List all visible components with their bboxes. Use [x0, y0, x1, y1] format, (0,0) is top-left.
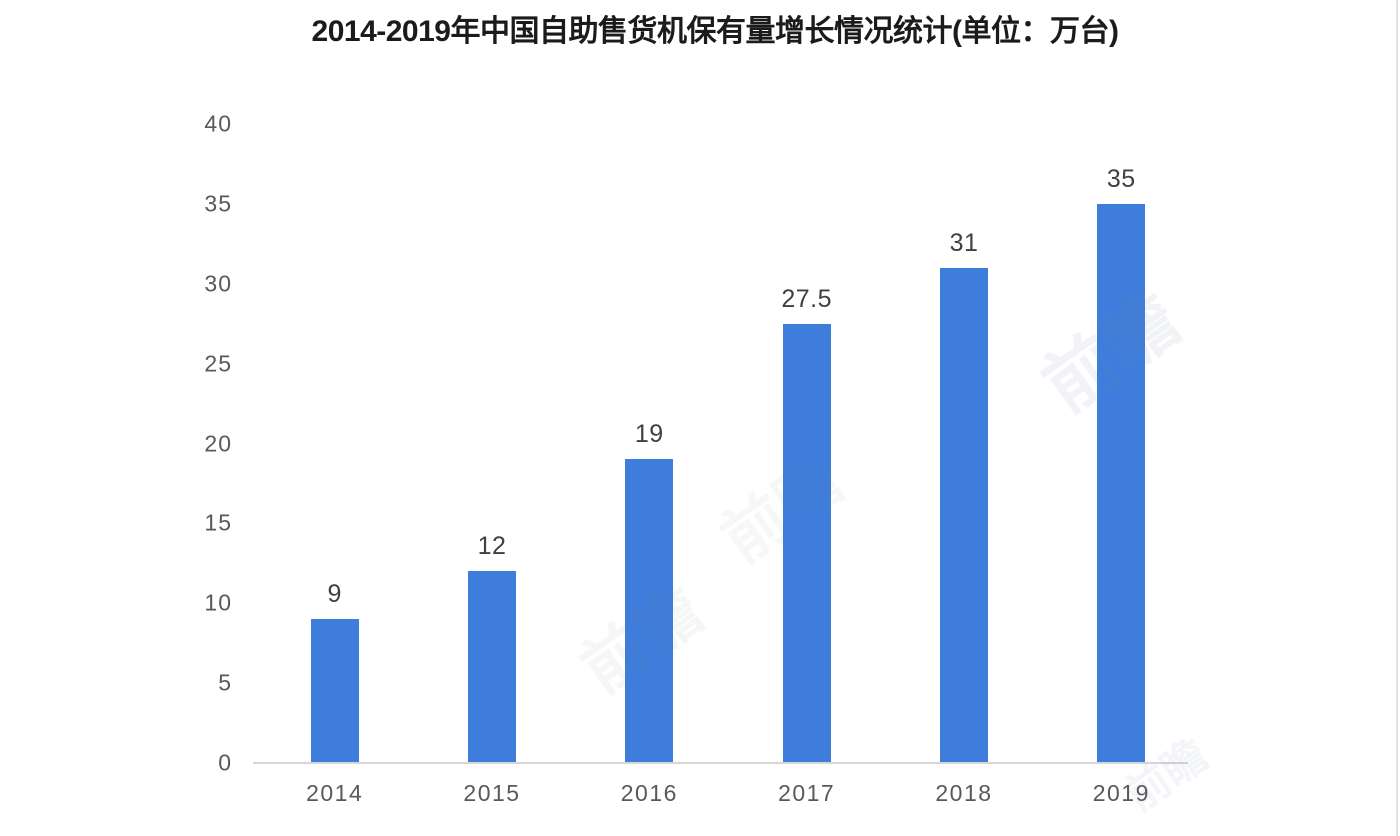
bar-series: 9 12 19 27.5 31 35 — [256, 124, 1200, 763]
y-tick-label: 30 — [204, 270, 232, 297]
x-tick-label: 2017 — [778, 780, 836, 806]
bar-2018 — [939, 267, 988, 763]
bar-2017 — [782, 323, 831, 763]
y-tick-label: 40 — [204, 110, 232, 137]
screen-edge-line — [1396, 0, 1398, 836]
y-tick-label: 15 — [204, 509, 232, 536]
x-axis-labels: 2014 2015 2016 2017 2018 2019 — [256, 780, 1200, 807]
bar-value-label: 9 — [327, 580, 342, 609]
bar-column-2015: 12 — [413, 124, 570, 763]
x-tick-label: 2016 — [620, 780, 678, 806]
bar-column-2019: 35 — [1043, 124, 1200, 763]
y-tick-label: 5 — [218, 669, 232, 696]
bar-column-2017: 27.5 — [728, 124, 885, 763]
bar-value-label: 19 — [634, 420, 664, 449]
y-tick-label: 20 — [204, 430, 232, 456]
bar-2015 — [467, 571, 516, 763]
bar-2016 — [625, 459, 674, 763]
chart-title: 2014-2019年中国自助售货机保有量增长情况统计(单位：万台) — [311, 15, 1119, 48]
x-tick-label: 2018 — [935, 780, 993, 806]
y-tick-label: 10 — [204, 589, 232, 616]
bar-column-2016: 19 — [571, 124, 728, 763]
bar-2014 — [310, 619, 359, 763]
x-tick-label: 2015 — [463, 780, 521, 806]
bar-value-label: 27.5 — [781, 284, 832, 313]
x-tick-label: 2014 — [306, 780, 364, 806]
x-axis-line — [253, 762, 1188, 764]
bar-column-2014: 9 — [256, 124, 413, 763]
bar-2019 — [1097, 203, 1146, 763]
bar-value-label: 12 — [477, 532, 507, 561]
x-tick-label: 2019 — [1092, 780, 1150, 806]
y-tick-label: 0 — [218, 749, 232, 776]
y-tick-label: 35 — [204, 190, 232, 217]
bar-value-label: 35 — [1106, 164, 1136, 193]
bar-value-label: 31 — [949, 228, 979, 257]
y-tick-label: 25 — [204, 350, 232, 377]
bar-column-2018: 31 — [885, 124, 1042, 763]
plot-area: 0 5 10 15 20 25 30 35 40 9 12 19 27.5 31 35 — [204, 111, 1200, 776]
